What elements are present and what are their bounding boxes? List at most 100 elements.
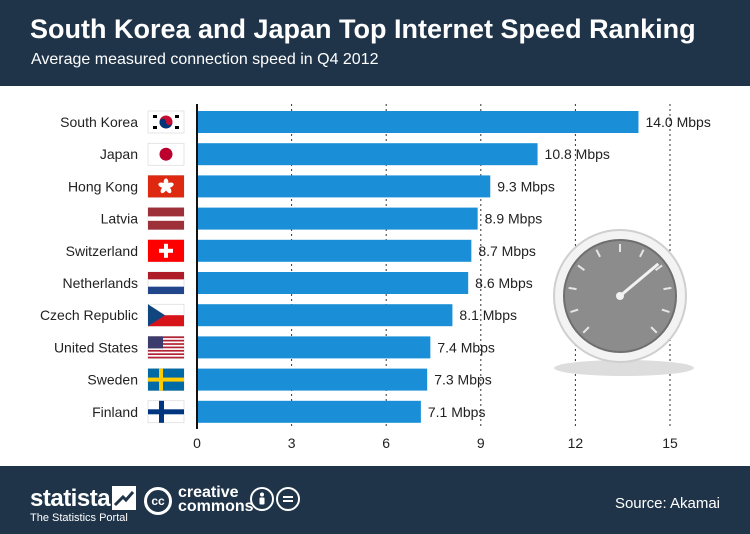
x-tick-label: 3 [288,435,296,451]
bar [197,111,639,133]
creative-commons-text: creative commons [178,484,254,515]
bar [197,207,478,230]
header: South Korea and Japan Top Internet Speed… [0,0,750,86]
flag-part [148,377,184,382]
category-label: Finland [92,404,138,420]
switzerland-flag-icon [147,239,185,263]
south-korea-flag-icon [147,110,185,134]
statista-mark-icon [112,486,136,510]
category-label: Japan [100,146,138,162]
footer: statista The Statistics Portal cc creati… [0,466,750,534]
flag-part [175,115,179,118]
bar [197,143,538,166]
data-label: 10.8 Mbps [545,146,610,162]
source-note: Source: Akamai [614,495,720,512]
x-tick-label: 12 [568,435,584,451]
flag-part [148,339,184,342]
gauge-tick [663,286,672,291]
flag-part [148,353,184,356]
flag-part [148,336,184,339]
speedometer-icon [553,229,694,376]
x-tick-label: 9 [477,435,485,451]
flag-part [148,304,165,327]
latvia-flag-icon [147,207,185,230]
data-label: 14.0 Mbps [645,114,710,130]
no-derivatives-icon[interactable] [276,487,300,511]
gauge-tick [661,308,670,314]
category-label: United States [54,339,138,355]
flag-part [153,115,157,118]
flag-part [159,118,173,129]
flag-part [148,286,184,294]
bar [197,304,453,327]
gauge-tick [639,249,645,258]
bar-chart: 0 3 6 9 12 15 South Korea 14.0 Mbps Japan 10.8 Mb… [40,104,711,451]
category-label: Switzerland [66,243,138,259]
data-label: 8.1 Mbps [459,307,517,323]
gauge-tick [595,249,601,258]
data-label: 7.1 Mbps [428,404,486,420]
bar [197,175,491,198]
data-label: 8.6 Mbps [475,275,533,291]
sweden-flag-icon [147,368,185,391]
flag-part [148,346,184,349]
statista-tagline: The Statistics Portal [30,512,128,524]
gauge-shadow [554,360,694,376]
netherlands-flag-icon [147,271,185,295]
flag-part [153,126,157,129]
gauge-tick [650,326,658,334]
creative-commons-icon[interactable]: cc [144,487,172,515]
gauge-tick [570,308,579,314]
flag-part [148,343,184,345]
flag-part [148,315,184,327]
category-label: Netherlands [63,275,139,291]
flag-part [148,409,184,415]
category-label: Sweden [87,372,138,388]
x-tick-label: 0 [193,435,201,451]
cc-line-1: creative [178,484,239,501]
bar [197,239,472,262]
bar [197,272,469,294]
flag-part [148,272,184,280]
czech-republic-flag-icon [147,303,185,327]
gauge-hub [616,292,624,300]
japan-flag-icon [147,142,185,166]
flag-part [159,147,173,161]
bar [197,368,428,391]
category-label: Hong Kong [68,178,138,194]
hong-kong-flag-icon [147,175,185,198]
data-label: 7.4 Mbps [437,339,495,355]
flag-part [165,186,172,194]
data-label: 7.3 Mbps [434,372,492,388]
data-label: 8.9 Mbps [485,211,543,227]
cc-line-2: commons [178,498,254,515]
attribution-icon[interactable] [250,487,274,511]
data-label: 8.7 Mbps [478,243,536,259]
chart-title: South Korea and Japan Top Internet Speed… [30,14,696,44]
gauge-tick [582,326,590,334]
flag-part [148,349,184,352]
chart-area: 0 3 6 9 12 15 South Korea 14.0 Mbps Japan 10.8 Mb… [0,86,750,466]
bar [197,336,431,359]
bar [197,400,421,423]
category-label: Latvia [101,211,139,227]
united-states-flag-icon [147,336,185,359]
flag-part [158,182,167,188]
flag-part [148,336,163,349]
chart-subtitle: Average measured connection speed in Q4 … [31,51,379,68]
data-label: 9.3 Mbps [497,178,555,194]
flag-part [159,248,173,253]
gauge-tick [568,286,577,291]
flag-part [148,356,184,359]
category-label: Czech Republic [40,307,138,323]
x-tick-label: 6 [382,435,390,451]
flag-part [175,126,179,129]
gauge-needle [619,262,660,298]
statista-logo[interactable]: statista [30,485,111,512]
category-label: South Korea [60,114,138,130]
flag-part [160,186,167,194]
gauge-tick [577,264,585,271]
x-tick-label: 15 [662,435,678,451]
finland-flag-icon [147,400,185,424]
